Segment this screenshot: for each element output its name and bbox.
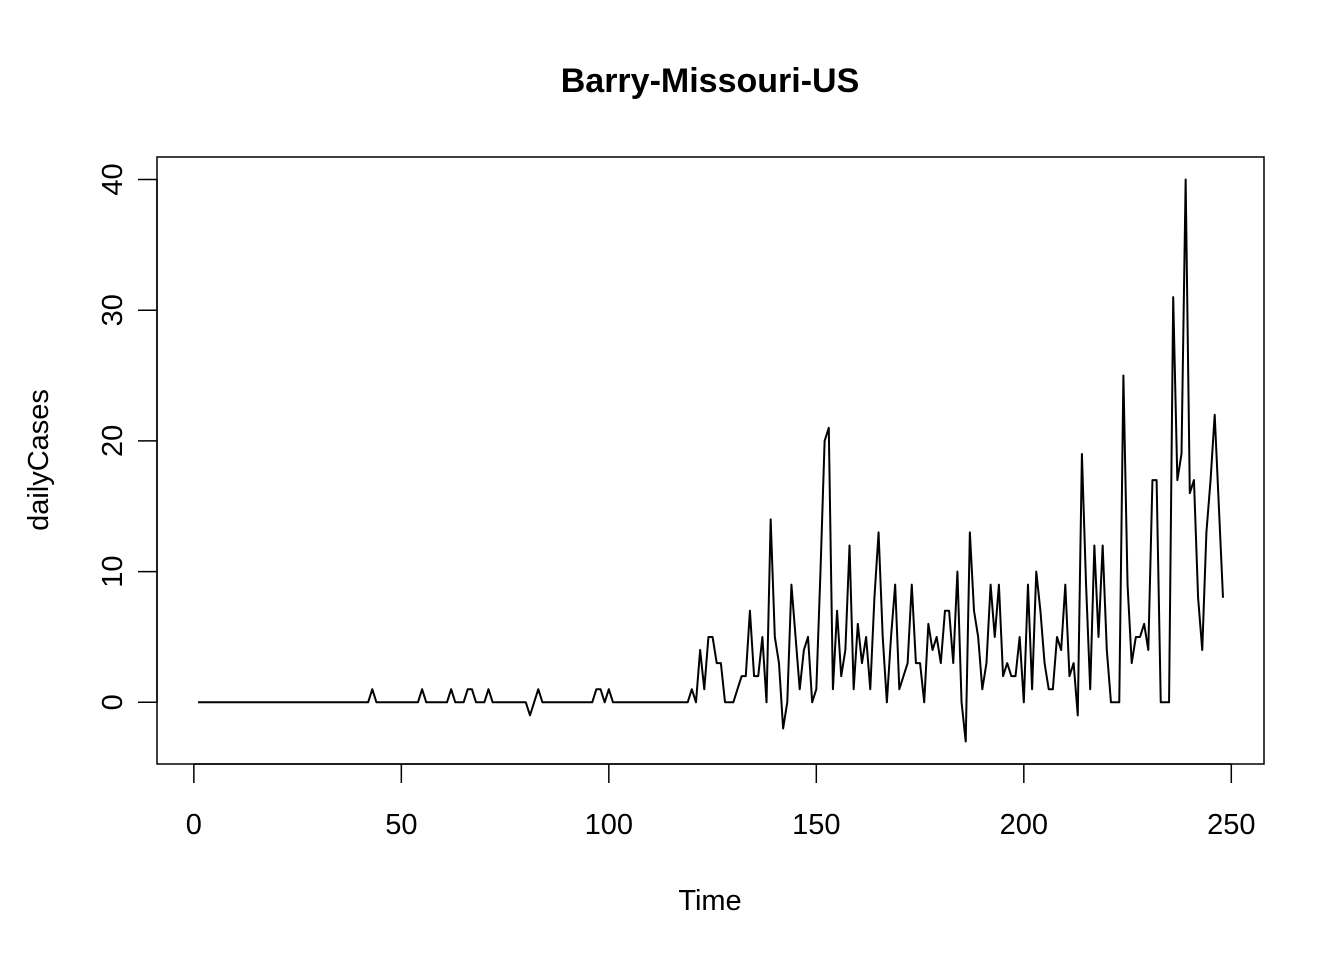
y-axis: 0 10 20 30 40 — [97, 163, 158, 710]
x-tick-label: 150 — [792, 809, 840, 841]
chart-title: Barry-Missouri-US — [561, 62, 860, 100]
series-layer — [198, 178, 1224, 743]
x-axis-label: Time — [678, 885, 741, 917]
x-axis: 0 50 100 150 200 250 — [186, 763, 1255, 841]
x-tick-label: 250 — [1207, 809, 1255, 841]
plot-frame — [156, 156, 1265, 765]
y-tick-label: 40 — [97, 163, 129, 195]
series-line — [198, 178, 1224, 743]
y-tick-label: 10 — [97, 555, 129, 587]
y-tick-label: 30 — [97, 294, 129, 326]
y-tick-label: 0 — [97, 694, 129, 710]
y-tick-label: 20 — [97, 425, 129, 457]
x-tick-label: 0 — [186, 809, 202, 841]
y-axis-label: dailyCases — [23, 389, 55, 531]
x-tick-label: 50 — [385, 809, 417, 841]
x-tick-label: 200 — [1000, 809, 1048, 841]
x-tick-label: 100 — [585, 809, 633, 841]
